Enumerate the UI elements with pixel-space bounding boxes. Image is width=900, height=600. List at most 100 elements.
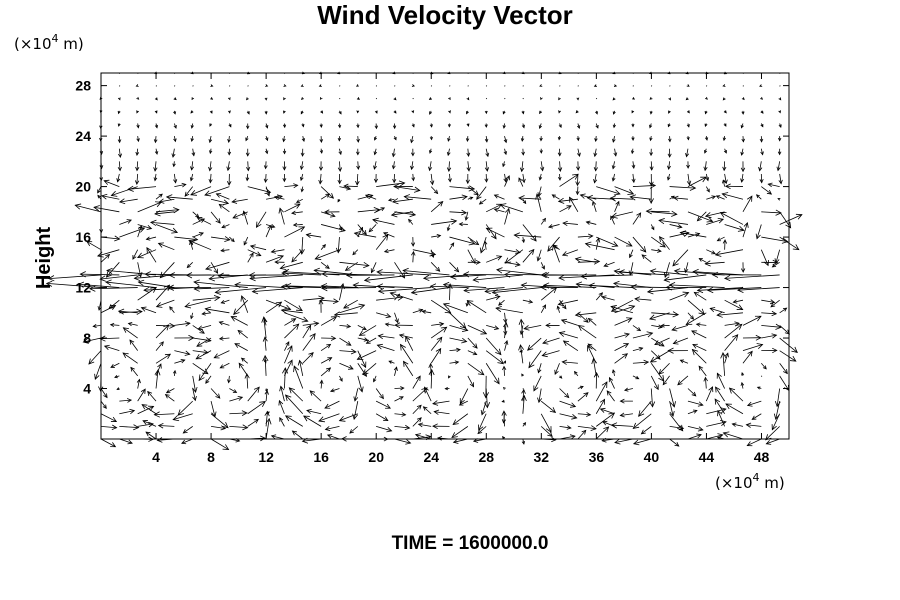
wind-vector xyxy=(687,312,695,320)
wind-vector xyxy=(193,285,230,292)
wind-vector xyxy=(247,400,266,415)
wind-vector xyxy=(319,123,323,128)
wind-vector xyxy=(410,148,415,157)
wind-vector xyxy=(229,424,249,431)
wind-vector xyxy=(687,176,708,187)
wind-vector xyxy=(229,236,235,243)
wind-vector xyxy=(329,388,340,393)
wind-vector xyxy=(537,363,542,374)
wind-vector xyxy=(672,337,689,345)
wind-vector xyxy=(542,337,560,345)
wind-vector xyxy=(356,350,377,361)
wind-vector xyxy=(502,365,507,376)
wind-vector xyxy=(716,372,725,389)
wind-vector xyxy=(169,306,175,314)
wind-vector xyxy=(562,340,579,351)
wind-vector xyxy=(116,173,121,183)
wind-vector xyxy=(219,362,230,369)
wind-vector xyxy=(349,426,359,434)
wind-vector xyxy=(704,123,708,128)
wind-vector xyxy=(210,401,217,418)
wind-vector xyxy=(484,161,490,172)
wind-vector xyxy=(576,136,580,142)
wind-vector xyxy=(119,408,136,415)
wind-vector xyxy=(182,426,193,434)
wind-vector xyxy=(411,110,415,114)
wind-vector xyxy=(333,311,358,318)
wind-vector xyxy=(118,198,138,205)
wind-vector xyxy=(593,148,598,158)
wind-vector xyxy=(596,236,619,247)
wind-vector xyxy=(205,375,212,384)
wind-vector xyxy=(485,350,505,365)
wind-vector xyxy=(192,375,198,393)
wind-vector xyxy=(274,260,285,265)
wind-vector xyxy=(320,343,332,351)
wind-vector xyxy=(631,96,636,100)
wind-vector xyxy=(465,173,470,185)
wind-vector xyxy=(305,232,322,238)
wind-vector xyxy=(410,161,415,171)
wind-vector xyxy=(92,324,102,328)
wind-vector xyxy=(309,390,322,402)
wind-vector xyxy=(403,194,432,201)
wind-vector xyxy=(760,123,764,128)
wind-vector xyxy=(422,274,468,282)
wind-vector xyxy=(209,123,213,127)
wind-vector xyxy=(264,110,268,115)
wind-vector xyxy=(614,353,629,364)
wind-vector xyxy=(558,123,562,129)
wind-vector xyxy=(326,433,340,440)
wind-vector xyxy=(339,375,343,382)
wind-vector xyxy=(357,224,367,236)
wind-vector xyxy=(632,331,654,339)
wind-vector xyxy=(717,409,725,427)
wind-vector xyxy=(706,433,724,440)
wind-vector xyxy=(273,195,285,200)
wind-vector xyxy=(430,326,448,339)
wind-vector xyxy=(498,299,505,306)
wind-vector xyxy=(742,343,764,352)
wind-vector xyxy=(338,148,342,156)
wind-vector xyxy=(761,236,789,244)
wind-vector xyxy=(559,85,561,87)
wind-vector xyxy=(320,110,324,114)
wind-vector xyxy=(284,282,340,290)
wind-vector xyxy=(645,208,670,215)
wind-vector xyxy=(467,249,476,265)
wind-vector xyxy=(243,236,249,246)
wind-vector xyxy=(201,311,212,316)
wind-vector xyxy=(184,299,212,309)
wind-vector xyxy=(353,231,377,238)
wind-vector xyxy=(686,110,690,114)
wind-vector xyxy=(484,287,523,295)
wind-vector xyxy=(108,299,120,310)
wind-vector xyxy=(715,195,725,200)
wind-vector xyxy=(520,136,525,142)
wind-vector xyxy=(609,195,633,202)
wind-vector xyxy=(410,136,414,144)
wind-vector xyxy=(449,273,487,280)
wind-vector xyxy=(484,173,489,183)
x-unit-label: (×104 m) xyxy=(715,471,785,492)
wind-vector xyxy=(486,325,500,331)
wind-vector xyxy=(318,413,340,423)
wind-vector xyxy=(649,148,653,157)
wind-vector xyxy=(306,408,322,415)
wind-vector xyxy=(412,308,424,314)
wind-vector xyxy=(300,97,304,100)
wind-vector xyxy=(190,136,194,142)
wind-vector xyxy=(687,433,702,440)
wind-vector xyxy=(595,412,616,427)
wind-vector xyxy=(485,227,505,238)
wind-vector xyxy=(190,110,194,114)
wind-vector xyxy=(759,136,764,143)
wind-vector xyxy=(539,136,543,142)
wind-vector xyxy=(669,230,690,238)
wind-vector xyxy=(745,422,762,428)
wind-vector xyxy=(632,236,647,253)
wind-vector xyxy=(339,186,352,191)
wind-vector xyxy=(669,85,671,87)
wind-vector xyxy=(651,311,680,318)
wind-vector xyxy=(263,173,268,184)
